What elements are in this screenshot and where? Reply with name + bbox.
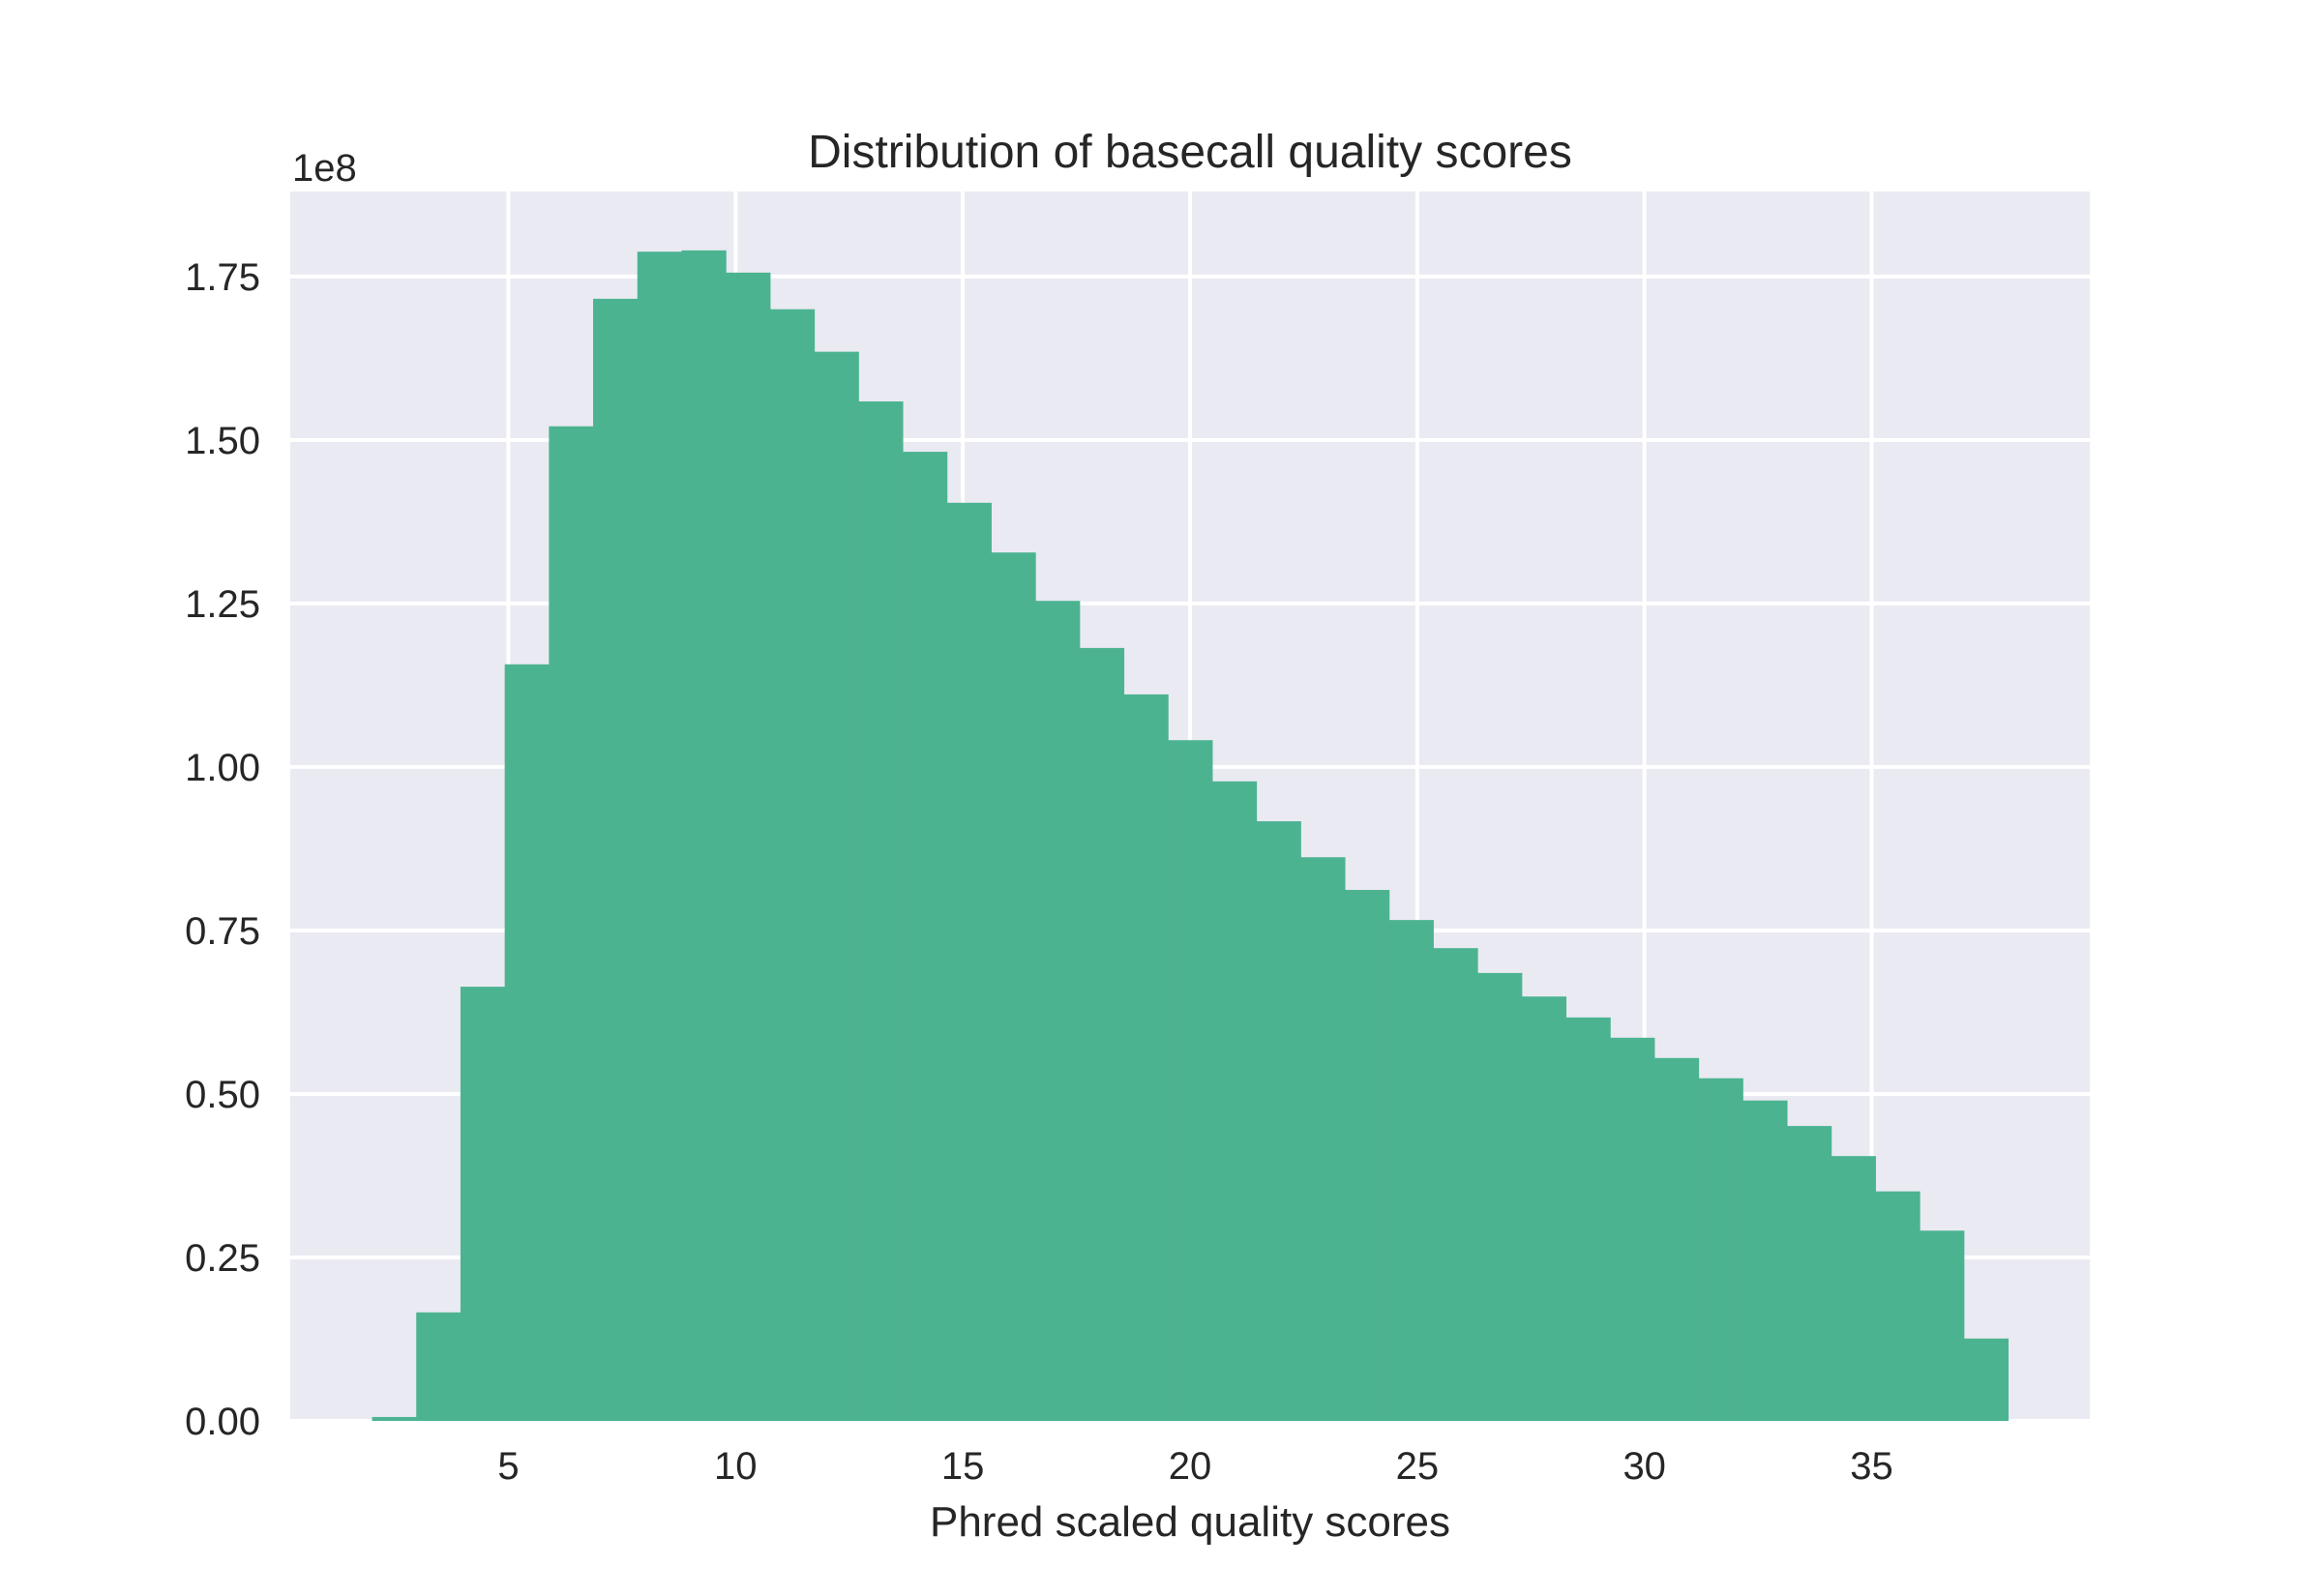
histogram-bar: [769, 309, 816, 1421]
histogram-bar: [1477, 972, 1523, 1421]
x-tick-labels: 5 10 15 20 25 30 35: [497, 1445, 1892, 1488]
y-tick-label: 0.00: [185, 1401, 260, 1443]
histogram-bar: [681, 250, 727, 1422]
x-tick-label: 10: [714, 1445, 758, 1488]
histogram-bar: [1123, 694, 1169, 1421]
histogram-bar: [858, 401, 904, 1421]
y-offset-label: 1e8: [292, 147, 357, 190]
histogram-bar: [504, 664, 550, 1421]
y-tick-label: 1.50: [185, 420, 260, 462]
y-tick-label: 1.25: [185, 583, 260, 626]
y-tick-label: 1.75: [185, 256, 260, 299]
histogram-bar: [1610, 1037, 1655, 1421]
histogram-bar: [1035, 601, 1081, 1421]
histogram-bar: [460, 987, 506, 1421]
histogram-bar: [946, 502, 992, 1421]
histogram-bar: [1521, 996, 1567, 1421]
histogram-bar: [1831, 1156, 1876, 1421]
histogram-bar: [549, 426, 594, 1421]
histogram-bar: [726, 272, 771, 1421]
y-tick-labels: 0.00 0.25 0.50 0.75 1.00 1.25 1.50 1.75: [185, 256, 260, 1443]
histogram-bar: [902, 452, 948, 1422]
histogram-bar: [1786, 1126, 1832, 1421]
y-tick-label: 0.50: [185, 1074, 260, 1116]
histogram-bar: [372, 1416, 417, 1421]
histogram-bar: [1698, 1078, 1743, 1421]
x-axis-label: Phred scaled quality scores: [930, 1498, 1450, 1546]
x-tick-label: 15: [941, 1445, 985, 1488]
histogram-bar: [1079, 647, 1125, 1421]
histogram-bar: [637, 251, 683, 1421]
x-tick-label: 30: [1622, 1445, 1666, 1488]
histogram-bar: [1565, 1017, 1611, 1421]
y-tick-label: 0.75: [185, 910, 260, 953]
histogram-bar: [1211, 781, 1258, 1421]
histogram-bar: [1920, 1230, 1965, 1421]
histogram-bar: [1168, 740, 1213, 1421]
histogram-bar: [1963, 1338, 2009, 1421]
x-tick-label: 5: [497, 1445, 519, 1488]
x-tick-label: 25: [1396, 1445, 1440, 1488]
x-tick-label: 35: [1850, 1445, 1893, 1488]
histogram-bar: [1875, 1191, 1920, 1421]
histogram-bar: [1653, 1057, 1700, 1421]
histogram-bar: [991, 552, 1036, 1421]
x-tick-label: 20: [1169, 1445, 1212, 1488]
histogram-bar: [1344, 890, 1390, 1421]
histogram-bar: [593, 298, 639, 1421]
histogram-bar: [1742, 1100, 1788, 1421]
y-tick-label: 0.25: [185, 1237, 260, 1280]
histogram-bar: [1388, 920, 1434, 1421]
histogram-bar: [814, 351, 859, 1422]
histogram-bar: [1300, 857, 1346, 1421]
histogram-bar: [1433, 948, 1478, 1421]
histogram-bar: [416, 1312, 461, 1421]
histogram-bar: [1256, 821, 1301, 1421]
histogram-bars: [372, 250, 2009, 1422]
chart-title: Distribution of basecall quality scores: [808, 127, 1572, 178]
y-tick-label: 1.00: [185, 747, 260, 789]
